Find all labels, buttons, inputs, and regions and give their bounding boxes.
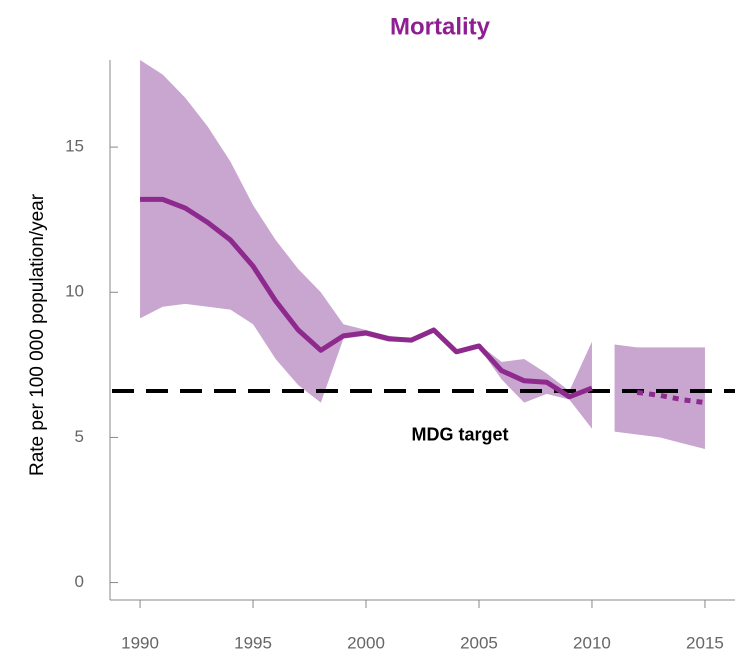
- y-tick-label: 15: [65, 137, 84, 156]
- x-tick-label: 1990: [121, 633, 159, 652]
- x-tick-label: 2015: [686, 633, 724, 652]
- y-axis-label: Rate per 100 000 population/year: [27, 193, 48, 476]
- x-tick-label: 1995: [234, 633, 272, 652]
- uncertainty-band: [140, 60, 592, 429]
- x-tick-label: 2000: [347, 633, 385, 652]
- x-tick-label: 2005: [460, 633, 498, 652]
- y-tick-label: 0: [75, 572, 84, 591]
- chart-title: Mortality: [390, 13, 491, 40]
- y-tick-label: 5: [75, 427, 84, 446]
- uncertainty-band: [614, 344, 705, 450]
- target-label: MDG target: [411, 425, 508, 445]
- y-tick-label: 10: [65, 282, 84, 301]
- line: [140, 196, 593, 400]
- x-tick-label: 2010: [573, 633, 611, 652]
